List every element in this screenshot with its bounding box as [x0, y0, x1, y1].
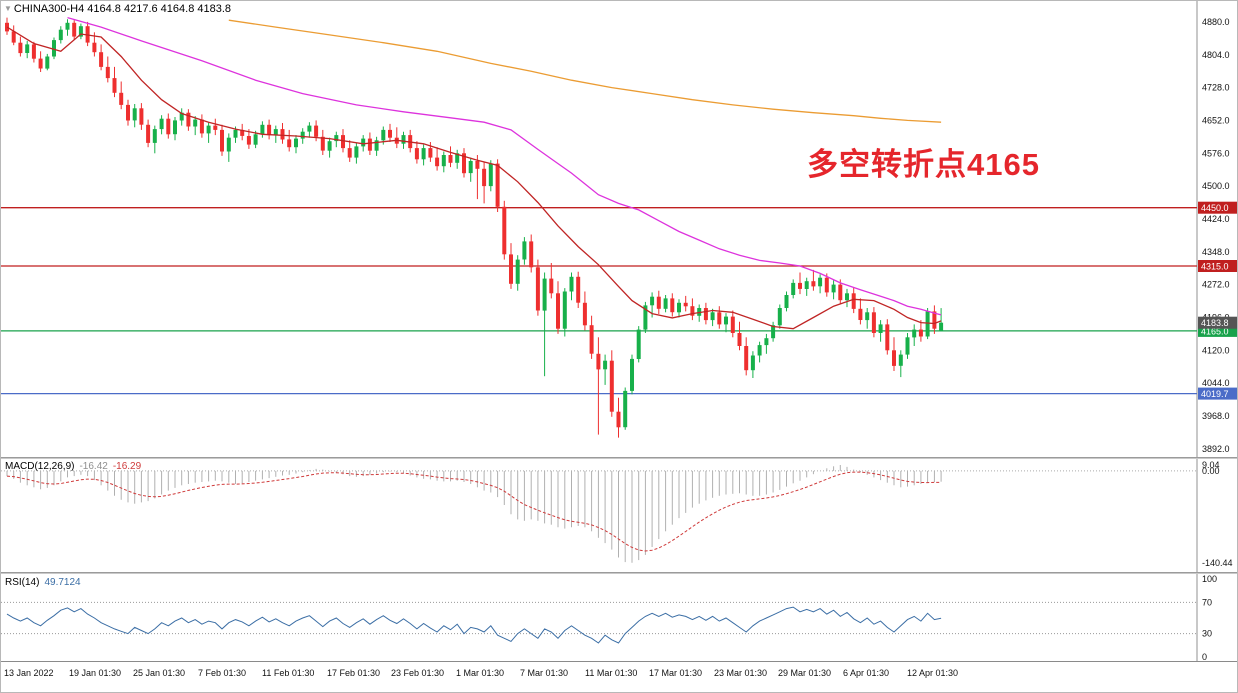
- price-tick-label: 4728.0: [1202, 83, 1230, 93]
- price-tick-label: 4804.0: [1202, 50, 1230, 60]
- symbol-marker-icon: ▼: [4, 4, 12, 13]
- candlestick-series: [5, 17, 944, 438]
- macd-histogram: [6, 465, 942, 563]
- macd-indicator-label: MACD(12,26,9) -16.42 -16.29: [5, 461, 141, 472]
- rsi-indicator-chart[interactable]: 100 70 30 0: [1, 574, 1238, 661]
- time-axis-label: 6 Apr 01:30: [843, 668, 890, 678]
- price-tag: [1198, 316, 1237, 329]
- time-axis-label: 12 Apr 01:30: [907, 668, 959, 678]
- time-axis-label: 7 Mar 01:30: [520, 668, 569, 678]
- main-price-chart[interactable]: 4880.0 4804.0 4728.0 4652.0 4576.0 4500.0 4424…: [1, 1, 1238, 457]
- price-tick-label: 4120.0: [1202, 345, 1230, 355]
- macd-indicator-chart[interactable]: 9.040.00 -140.44: [1, 459, 1238, 572]
- price-tag: [1198, 201, 1237, 214]
- ma-fast-red-line: [6, 26, 942, 330]
- time-axis-label: 11 Feb 01:30: [262, 668, 315, 678]
- time-axis-label: 7 Feb 01:30: [198, 668, 247, 678]
- rsi-scale-label: 30: [1202, 629, 1212, 639]
- price-tag-label: 4183.8: [1201, 318, 1229, 328]
- rsi-indicator-name: RSI(14): [5, 577, 40, 588]
- price-tag: [1198, 387, 1237, 400]
- rsi-value: 49.7124: [44, 577, 81, 588]
- rsi-scale-label: 100: [1202, 574, 1217, 584]
- price-tick-label: 4576.0: [1202, 148, 1230, 158]
- chart-title: ▼ CHINA300-H4 4164.8 4217.6 4164.8 4183.8: [4, 3, 231, 15]
- price-tick-label: 4272.0: [1202, 280, 1230, 290]
- time-axis-border: [1, 661, 1237, 662]
- price-tick-label: 3892.0: [1202, 444, 1230, 454]
- rsi-indicator-label: RSI(14) 49.7124: [5, 577, 81, 588]
- panel-separator[interactable]: [1, 572, 1237, 574]
- time-axis-label: 19 Jan 01:30: [69, 668, 122, 678]
- ma-mid-magenta-line: [67, 16, 942, 316]
- price-tick-label: 4348.0: [1202, 247, 1230, 257]
- macd-value-signal: -16.29: [112, 461, 142, 472]
- time-axis-label: 1 Mar 01:30: [456, 668, 505, 678]
- macd-scale-label: 9.04: [1202, 460, 1220, 470]
- rsi-line: [6, 606, 942, 644]
- time-axis-label: 23 Mar 01:30: [714, 668, 768, 678]
- macd-scale-label: 0.00: [1202, 466, 1220, 476]
- price-tick-label: 4880.0: [1202, 17, 1230, 27]
- price-tick-label: 4500.0: [1202, 181, 1230, 191]
- time-axis-label: 17 Mar 01:30: [649, 668, 703, 678]
- chart-title-text: CHINA300-H4 4164.8 4217.6 4164.8 4183.8: [13, 3, 232, 15]
- rsi-scale-label: 0: [1202, 652, 1207, 661]
- price-tag: [1198, 260, 1237, 272]
- panel-separator[interactable]: [1, 457, 1237, 459]
- time-axis-label: 11 Mar 01:30: [585, 668, 638, 678]
- chart-annotation: 多空转折点4165: [807, 147, 1040, 182]
- time-axis-label: 17 Feb 01:30: [327, 668, 381, 678]
- time-axis-label: 29 Mar 01:30: [778, 668, 832, 678]
- rsi-scale-label: 70: [1202, 597, 1212, 607]
- price-tag-label: 4165.0: [1201, 326, 1229, 336]
- macd-scale-label: -140.44: [1202, 558, 1233, 568]
- macd-value-main: -16.42: [79, 461, 108, 472]
- time-axis-label: 23 Feb 01:30: [391, 668, 445, 678]
- price-tick-label: 4424.0: [1202, 214, 1230, 224]
- time-axis-label: 13 Jan 2022: [4, 668, 54, 678]
- time-axis[interactable]: 13 Jan 2022 19 Jan 01:30 25 Jan 01:30 7 Feb…: [1, 662, 1237, 692]
- time-axis-label: 25 Jan 01:30: [133, 668, 186, 678]
- macd-signal-line: [6, 471, 942, 552]
- price-tick-label: 4044.0: [1202, 378, 1230, 388]
- price-tag-label: 4450.0: [1201, 203, 1229, 213]
- macd-indicator-name: MACD(12,26,9): [5, 461, 75, 472]
- ma-slow-orange-line: [228, 19, 942, 123]
- price-tick-label: 4652.0: [1202, 115, 1230, 125]
- price-tag-label: 4315.0: [1201, 262, 1229, 272]
- price-tag-label: 4019.7: [1201, 389, 1229, 399]
- price-tick-label: 3968.0: [1202, 411, 1230, 421]
